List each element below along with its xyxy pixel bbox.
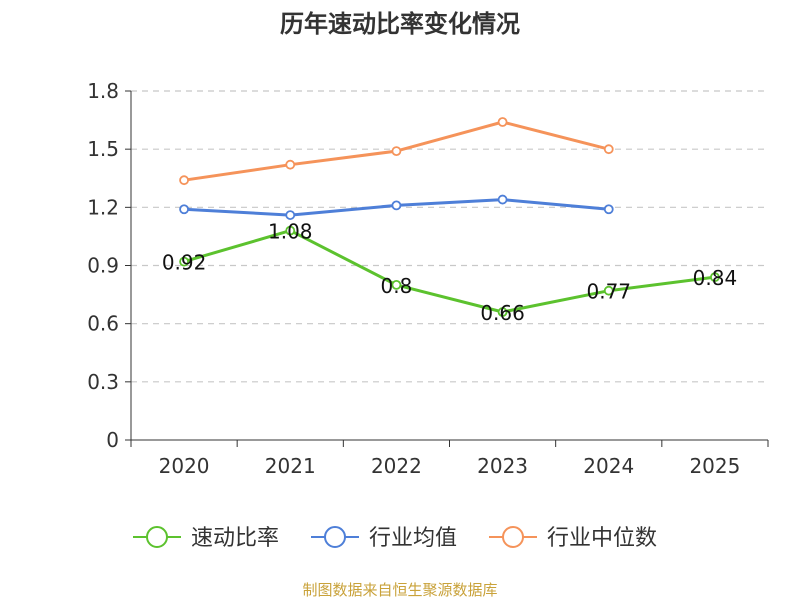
data-label: 0.8 (381, 274, 413, 298)
legend-marker (146, 526, 168, 548)
data-point (603, 204, 614, 215)
x-tick-label: 2021 (265, 454, 316, 478)
data-point (391, 200, 402, 211)
chart-title: 历年速动比率变化情况 (280, 10, 520, 38)
y-tick-label: 0.6 (87, 312, 119, 336)
data-point (603, 144, 614, 155)
data-point (179, 256, 189, 267)
source-note: 制图数据来自恒生聚源数据库 (302, 581, 497, 599)
y-tick-label: 1.5 (87, 137, 119, 161)
legend-item-1[interactable]: 速动比率 (133, 526, 279, 551)
y-tick-label: 0 (106, 428, 119, 452)
legend-marker (324, 526, 346, 548)
data-label: 0.92 (162, 251, 207, 275)
legend-marker (502, 526, 524, 548)
series-1 (179, 225, 720, 317)
legend-label: 速动比率 (191, 526, 279, 551)
x-tick-label: 2024 (583, 454, 634, 478)
x-tick-label: 2022 (371, 454, 422, 478)
x-tick-label: 2020 (159, 454, 210, 478)
legend-label: 行业中位数 (547, 526, 657, 551)
data-point (285, 225, 296, 236)
data-point (179, 204, 189, 215)
y-tick-label: 1.8 (87, 79, 119, 103)
series-layer (179, 117, 720, 317)
x-tick-label: 2025 (689, 454, 740, 478)
data-label: 0.84 (693, 266, 738, 290)
y-tick-label: 0.9 (87, 254, 119, 278)
y-tick-label: 0.3 (87, 370, 119, 394)
series-line (183, 229, 716, 314)
data-label: 0.66 (480, 301, 525, 325)
series-3 (179, 117, 614, 186)
data-point (710, 272, 720, 283)
data-point (497, 307, 508, 317)
data-point (497, 117, 508, 127)
data-point (391, 146, 402, 157)
data-point (285, 210, 296, 220)
data-point (391, 279, 402, 290)
legend[interactable]: 速动比率 行业均值 行业中位数 (133, 526, 657, 551)
data-point (497, 194, 508, 205)
series-2 (179, 194, 614, 220)
data-point (603, 285, 614, 296)
legend-item-3[interactable]: 行业中位数 (489, 526, 657, 551)
axis-layer: 0 0.3 0.6 0.9 1.2 1.5 1.8 2020 2021 2022 2023 2024 2… (87, 79, 769, 478)
y-tick-label: 1.2 (87, 195, 119, 219)
legend-item-2[interactable]: 行业均值 (311, 526, 457, 551)
data-label: 0.77 (586, 280, 631, 304)
data-point (179, 175, 189, 186)
x-tick-label: 2023 (477, 454, 528, 478)
data-label-layer: 0.92 1.08 0.8 0.66 0.77 0.84 (162, 220, 737, 325)
data-point (285, 159, 296, 170)
grid-layer (131, 90, 768, 383)
data-label: 1.08 (268, 220, 313, 244)
legend-label: 行业均值 (369, 526, 457, 551)
